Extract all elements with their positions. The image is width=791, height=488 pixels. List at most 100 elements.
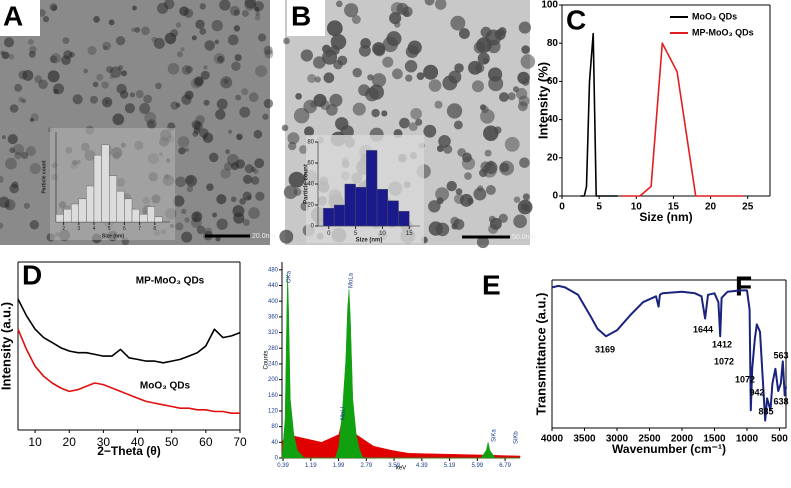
particle [129, 92, 136, 98]
panel-label: F [735, 270, 752, 301]
spectrum-area [281, 418, 521, 459]
particle [517, 71, 530, 85]
particle [34, 75, 43, 84]
particle [101, 97, 113, 108]
particle [239, 106, 251, 118]
bar [63, 208, 72, 223]
particle [102, 41, 112, 51]
particle [213, 53, 226, 65]
particle [147, 120, 156, 129]
x-tick-label: 5 [354, 231, 358, 237]
particle [5, 157, 17, 170]
particle [408, 122, 418, 132]
particle [415, 118, 423, 126]
particle [520, 54, 536, 69]
y-tick-label: 60 [547, 76, 559, 87]
particle [199, 3, 206, 10]
series-line [580, 32, 618, 197]
x-tick-label: 2 [62, 226, 65, 232]
particle [190, 216, 202, 228]
particle [488, 67, 503, 82]
bar [333, 204, 346, 227]
particle [28, 50, 36, 58]
particle [320, 100, 331, 111]
particle [382, 56, 394, 68]
x-tick-label: 20 [705, 202, 717, 213]
particle [21, 151, 29, 159]
particle [428, 200, 441, 213]
particle [1, 51, 10, 60]
particle [170, 101, 179, 110]
particle [191, 120, 201, 130]
particle [405, 74, 413, 82]
particle [295, 92, 302, 100]
particle [131, 27, 136, 33]
y-tick-label: 360 [268, 314, 279, 320]
bar [387, 200, 399, 227]
particle [293, 107, 310, 124]
panel-label: B [291, 0, 311, 31]
panel-label: E [482, 269, 501, 300]
bar [376, 189, 388, 227]
bar [146, 206, 155, 223]
particle [499, 92, 509, 102]
annotation: 3169 [595, 344, 615, 354]
particle [453, 120, 463, 130]
particle [53, 83, 65, 95]
particle [163, 0, 175, 10]
particle [255, 11, 261, 17]
annotation: 563 [773, 350, 788, 360]
x-tick-label: 0 [559, 202, 565, 213]
x-tick-label: 3000 [606, 434, 629, 445]
particle [87, 45, 97, 56]
series-line [17, 328, 240, 414]
annotation: MP-MoO₃ QDs [136, 276, 205, 287]
x-tick-label: 3.59 [388, 463, 400, 469]
bar [366, 150, 378, 227]
x-tick-label: 7 [138, 226, 141, 232]
annotation: SiKb [514, 431, 520, 444]
particle [482, 163, 497, 178]
y-tick-label: 0 [275, 456, 279, 462]
particle [283, 37, 290, 45]
x-tick-label: 5 [596, 202, 602, 213]
particle [323, 72, 335, 84]
particle [424, 0, 435, 6]
particle [14, 83, 23, 92]
particle [254, 6, 260, 12]
particle [404, 60, 418, 73]
particle [212, 212, 218, 218]
particle [515, 87, 528, 100]
particle [191, 35, 197, 41]
y-axis-label: Particle count [41, 160, 47, 193]
particle [231, 61, 241, 72]
particle [368, 84, 385, 100]
particle [29, 162, 41, 175]
x-tick-label: 6.79 [499, 463, 511, 469]
particle [517, 101, 528, 112]
particle [101, 81, 109, 89]
particle [344, 3, 359, 18]
particle [241, 9, 249, 17]
particle [179, 6, 189, 16]
particle [7, 133, 18, 145]
particle [258, 33, 267, 42]
particle [519, 157, 530, 169]
y-tick-label: 80 [547, 38, 559, 49]
x-tick-label: 10 [631, 202, 643, 213]
x-tick-label: 0 [327, 231, 331, 237]
particle [480, 109, 495, 124]
particle [254, 15, 261, 21]
scale-bar-label: 50.0nm [512, 234, 536, 241]
particle [485, 29, 502, 46]
particle [255, 191, 265, 201]
particle [23, 202, 30, 209]
particle [244, 0, 256, 11]
bar [139, 214, 148, 223]
particle [18, 97, 24, 103]
bar [101, 144, 110, 223]
particle [241, 88, 249, 96]
particle [244, 164, 254, 174]
series-line [17, 298, 241, 364]
particle [329, 93, 343, 107]
